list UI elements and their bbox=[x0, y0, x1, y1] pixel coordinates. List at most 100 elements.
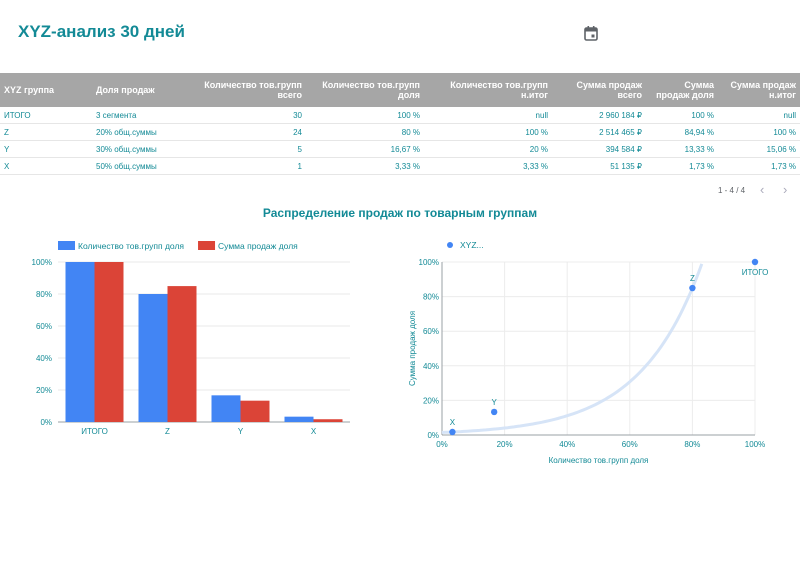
header-sales-total[interactable]: Сумма продаж всего bbox=[552, 73, 646, 107]
y-axis-title: Сумма продаж доля bbox=[408, 311, 417, 386]
xyz-table: XYZ группа Доля продаж Количество тов.гр… bbox=[0, 73, 800, 175]
header-sales-share[interactable]: Доля продаж bbox=[92, 73, 184, 107]
table-cell: Y bbox=[0, 140, 92, 158]
table-cell: null bbox=[718, 107, 800, 124]
point-label: Y bbox=[492, 398, 498, 407]
legend-label: Сумма продаж доля bbox=[218, 241, 298, 251]
y-tick-label: 0% bbox=[40, 418, 52, 427]
x-tick-label: ИТОГО bbox=[81, 427, 108, 436]
table-cell: 84,94 % bbox=[646, 123, 718, 141]
table-cell: 1,73 % bbox=[718, 157, 800, 175]
page-title: XYZ-анализ 30 дней bbox=[18, 22, 185, 41]
bar-count-share bbox=[138, 294, 168, 422]
legend-label: Количество тов.групп доля bbox=[78, 241, 184, 251]
section-title: Распределение продаж по товарным группам bbox=[262, 206, 538, 220]
table-row: Z 20% общ.суммы 24 80 % 100 % 2 514 465 ₽84,9… bbox=[0, 123, 800, 141]
x-axis-title: Количество тов.групп доля bbox=[549, 456, 649, 465]
x-tick-label: 0% bbox=[436, 440, 448, 449]
table-cell: 50% общ.суммы bbox=[92, 157, 184, 175]
y-tick-label: 80% bbox=[36, 290, 52, 299]
table-cell: 30 bbox=[184, 107, 306, 124]
point-label: ИТОГО bbox=[742, 268, 769, 277]
x-tick-label: 40% bbox=[559, 440, 575, 449]
table-cell: 20 % bbox=[424, 140, 552, 158]
prev-page-icon[interactable]: ‹ bbox=[760, 182, 765, 197]
table-cell: 3,33 % bbox=[424, 157, 552, 175]
table-cell: X bbox=[0, 157, 92, 175]
x-tick-label: 100% bbox=[745, 440, 765, 449]
scatter-point bbox=[490, 408, 498, 416]
x-tick-label: X bbox=[311, 427, 317, 436]
table-cell: ИТОГО bbox=[0, 107, 92, 124]
scatter-point bbox=[689, 284, 696, 292]
table-cell: 80 % bbox=[306, 123, 424, 141]
legend-dot bbox=[447, 242, 453, 248]
x-tick-label: 80% bbox=[684, 440, 700, 449]
table-header-row: XYZ группа Доля продаж Количество тов.гр… bbox=[0, 73, 800, 107]
legend-label: XYZ... bbox=[460, 240, 484, 250]
table-cell: 30% общ.суммы bbox=[92, 140, 184, 158]
table-cell: 3,33 % bbox=[306, 157, 424, 175]
table-row: ИТОГО 3 сегмента 30 100 % null 2 960 184 ₽100… bbox=[0, 107, 800, 124]
table-cell: Z bbox=[0, 123, 92, 141]
bar-sales-share bbox=[240, 400, 270, 422]
x-tick-label: Y bbox=[238, 427, 244, 436]
table-cell: 24 bbox=[184, 123, 306, 141]
header-groups-cumulative[interactable]: Количество тов.групп н.итог bbox=[424, 73, 552, 107]
bar-count-share bbox=[211, 395, 241, 422]
bar-sales-share bbox=[94, 262, 124, 422]
table-cell: 15,06 % bbox=[718, 140, 800, 158]
table-cell: 100 % bbox=[718, 123, 800, 141]
table-cell: 5 bbox=[184, 140, 306, 158]
table-cell: 2 514 465 ₽ bbox=[552, 123, 646, 141]
table-cell: 100 % bbox=[646, 107, 718, 124]
y-tick-label: 40% bbox=[36, 354, 52, 363]
y-tick-label: 60% bbox=[423, 327, 439, 336]
scatter-point bbox=[751, 258, 759, 266]
bar-chart: Количество тов.групп доля Сумма продаж до… bbox=[32, 241, 350, 436]
x-tick-label: 60% bbox=[622, 440, 638, 449]
header-xyz-group[interactable]: XYZ группа bbox=[0, 73, 92, 107]
x-tick-label: 20% bbox=[497, 440, 513, 449]
point-label: X bbox=[450, 418, 456, 427]
y-tick-label: 0% bbox=[427, 431, 439, 440]
table-cell: 20% общ.суммы bbox=[92, 123, 184, 141]
next-page-icon[interactable]: › bbox=[783, 182, 788, 197]
header-groups-total[interactable]: Количество тов.групп всего bbox=[184, 73, 306, 107]
y-tick-label: 100% bbox=[419, 258, 439, 267]
y-tick-label: 80% bbox=[423, 293, 439, 302]
pagination-label: 1 - 4 / 4 bbox=[718, 186, 746, 195]
table-row: Y 30% общ.суммы 5 16,67 % 20 % 394 584 ₽13,33… bbox=[0, 140, 800, 158]
table-cell: 1,73 % bbox=[646, 157, 718, 175]
y-tick-label: 100% bbox=[32, 258, 52, 267]
bar-count-share bbox=[284, 416, 314, 422]
y-tick-label: 20% bbox=[423, 396, 439, 405]
scatter-point bbox=[449, 428, 456, 436]
table-cell: 51 135 ₽ bbox=[552, 157, 646, 175]
header-sales-cumulative[interactable]: Сумма продаж н.итог bbox=[718, 73, 800, 107]
table-cell: 1 bbox=[184, 157, 306, 175]
legend-swatch bbox=[198, 241, 216, 250]
header-sales-share-pct[interactable]: Сумма продаж доля bbox=[646, 73, 718, 107]
bar-sales-share bbox=[313, 419, 343, 422]
point-label: Z bbox=[690, 274, 695, 283]
calendar-icon[interactable] bbox=[584, 26, 598, 41]
table-row: X 50% общ.суммы 1 3,33 % 3,33 % 51 135 ₽1,73 … bbox=[0, 157, 800, 175]
table-cell: 394 584 ₽ bbox=[552, 140, 646, 158]
table-cell: 3 сегмента bbox=[92, 107, 184, 124]
table-cell: 16,67 % bbox=[306, 140, 424, 158]
table-cell: 13,33 % bbox=[646, 140, 718, 158]
y-tick-label: 40% bbox=[423, 362, 439, 371]
table-cell: 100 % bbox=[424, 123, 552, 141]
bar-sales-share bbox=[167, 286, 197, 422]
x-tick-label: Z bbox=[165, 427, 170, 436]
y-tick-label: 60% bbox=[36, 322, 52, 331]
bar-count-share bbox=[65, 262, 95, 422]
table-cell: 2 960 184 ₽ bbox=[552, 107, 646, 124]
legend-swatch bbox=[58, 241, 75, 250]
trendline bbox=[441, 263, 704, 434]
scatter-chart: XYZ... 0% 20% 40% 60% 80% 100% 0% 20% 40% 60% 80% 10… bbox=[408, 240, 769, 465]
header-groups-share[interactable]: Количество тов.групп доля bbox=[306, 73, 424, 107]
table-cell: 100 % bbox=[306, 107, 424, 124]
table-cell: null bbox=[424, 107, 552, 124]
